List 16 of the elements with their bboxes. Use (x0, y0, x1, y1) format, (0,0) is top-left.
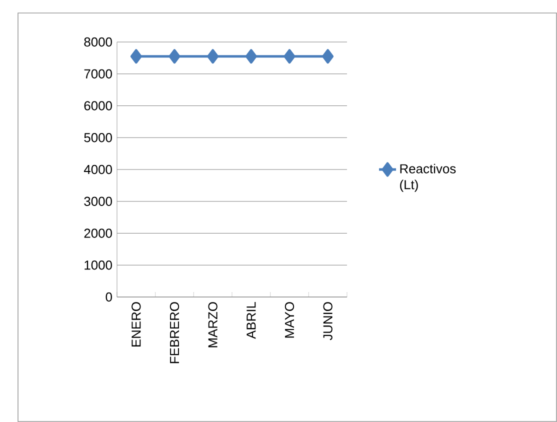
y-tick-label: 1000 (84, 260, 112, 270)
x-tick-label: MARZO (208, 302, 218, 348)
y-tick-label: 6000 (84, 101, 112, 110)
y-tick-label: 2000 (84, 228, 112, 238)
legend-label: Reactivos (Lt) (400, 164, 456, 192)
y-tick-label: 4000 (84, 164, 112, 174)
x-tick-label: FEBRERO (170, 302, 180, 364)
y-tick-label: 0 (106, 292, 112, 302)
y-tick-label: 3000 (84, 196, 112, 206)
x-tick-label: MAYO (284, 302, 294, 338)
x-tick-label: ENERO (132, 302, 141, 347)
y-tick-label: 7000 (84, 69, 112, 78)
x-tick-label: JUNIO (323, 302, 332, 340)
y-tick-label: 8000 (84, 37, 112, 47)
x-tick-label: ABRIL (246, 302, 256, 339)
y-tick-label: 5000 (84, 133, 112, 142)
